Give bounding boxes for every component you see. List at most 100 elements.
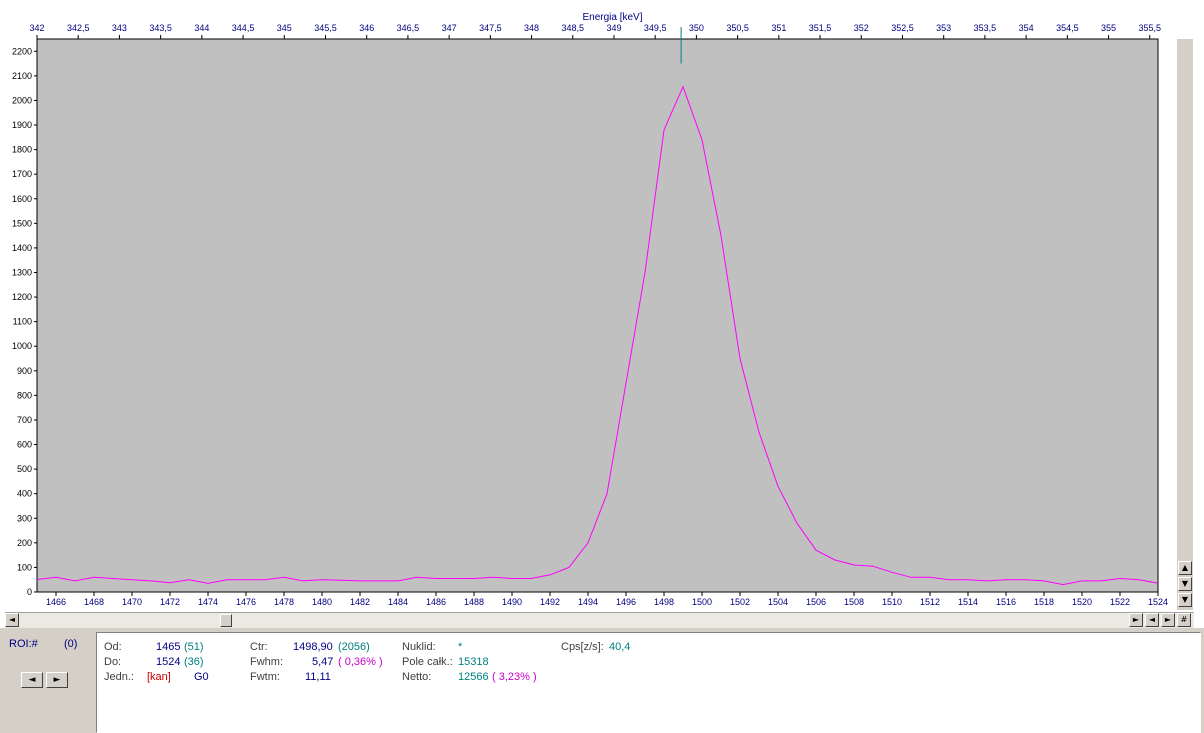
top-tick-label: 355,5 (1138, 23, 1161, 33)
fwtm-value: 11,11 (305, 671, 331, 683)
top-tick-label: 353 (936, 23, 951, 33)
do-value: 1524 (156, 656, 181, 668)
top-tick-label: 342 (29, 23, 44, 33)
y-tick-label: 100 (17, 562, 32, 572)
x-tick-label: 1508 (844, 597, 864, 607)
x-tick-label: 1516 (996, 597, 1016, 607)
y-tick-label: 1200 (12, 292, 32, 302)
y-tick-label: 1500 (12, 218, 32, 228)
nuklid-value: * (458, 641, 463, 653)
y-tick-label: 900 (17, 366, 32, 376)
x-tick-label: 1482 (350, 597, 370, 607)
y-tick-label: 700 (17, 415, 32, 425)
ctr-label: Ctr: (250, 641, 268, 653)
y-tick-label: 1800 (12, 145, 32, 155)
do-paren: (36) (184, 656, 204, 668)
x-tick-label: 1474 (198, 597, 218, 607)
y-tick-label: 1700 (12, 169, 32, 179)
y-tick-label: 800 (17, 390, 32, 400)
netto-paren: ( 3,23% ) (492, 671, 537, 683)
ctr-paren: (2056) (338, 641, 370, 653)
top-tick-label: 347 (442, 23, 457, 33)
top-tick-label: 344 (194, 23, 209, 33)
top-tick-label: 350 (689, 23, 704, 33)
y-tick-label: 1400 (12, 243, 32, 253)
top-tick-label: 350,5 (726, 23, 749, 33)
x-tick-label: 1468 (84, 597, 104, 607)
top-tick-label: 351 (771, 23, 786, 33)
top-tick-label: 343,5 (149, 23, 172, 33)
x-tick-label: 1476 (236, 597, 256, 607)
grid-toggle-button[interactable]: # (1177, 613, 1191, 627)
roi-value: (0) (64, 638, 78, 650)
y-tick-label: 600 (17, 440, 32, 450)
jedn-unit[interactable]: [kan] (147, 671, 171, 683)
scroll-down-page-button[interactable]: ▼ (1178, 593, 1192, 607)
od-paren: (51) (184, 641, 204, 653)
netto-label: Netto: (402, 671, 432, 683)
do-label: Do: (104, 656, 122, 668)
fwhm-value: 5,47 (312, 656, 334, 668)
spectrum-chart[interactable]: 0 100 200 300 400 500 600 700 800 900 1000 1100 1200… (0, 0, 1204, 612)
horizontal-scrollbar[interactable]: ◄ ► ◄ ► # (5, 612, 1194, 628)
top-tick-label: 354,5 (1056, 23, 1079, 33)
x-tick-label: 1494 (578, 597, 598, 607)
stats-panel: Od: 1465 (51) Do: 1524 (36) Jedn.: [kan]… (96, 632, 1201, 733)
top-tick-label: 354 (1019, 23, 1034, 33)
top-tick-label: 352 (854, 23, 869, 33)
netto-value: 12566 (458, 671, 489, 683)
fwhm-label: Fwhm: (250, 656, 283, 668)
x-tick-label: 1488 (464, 597, 484, 607)
scroll-left-small-button[interactable]: ◄ (1145, 613, 1159, 627)
jedn-extra: G0 (194, 671, 209, 683)
vertical-scrollbar[interactable]: ▲ ▼ ▼ (1177, 39, 1193, 610)
x-tick-label: 1510 (882, 597, 902, 607)
y-tick-label: 2000 (12, 95, 32, 105)
plot-area (36, 38, 1159, 593)
x-tick-label: 1472 (160, 597, 180, 607)
y-tick-label: 1300 (12, 267, 32, 277)
pole-value: 15318 (458, 656, 489, 668)
top-tick-label: 346 (359, 23, 374, 33)
x-tick-label: 1502 (730, 597, 750, 607)
spectrum-window: 0 100 200 300 400 500 600 700 800 900 1000 1100 1200… (0, 0, 1204, 628)
ctr-value: 1498,90 (293, 641, 333, 653)
x-tick-label: 1470 (122, 597, 142, 607)
top-tick-label: 355 (1101, 23, 1116, 33)
scroll-left-button[interactable]: ◄ (5, 613, 19, 627)
x-tick-label: 1506 (806, 597, 826, 607)
pole-label: Pole całk.: (402, 656, 453, 668)
roi-next-button[interactable]: ► (46, 672, 68, 688)
x-tick-label: 1512 (920, 597, 940, 607)
cps-value: 40,4 (609, 641, 631, 653)
scroll-down-button[interactable]: ▼ (1178, 577, 1192, 591)
scroll-right-button[interactable]: ► (1129, 613, 1143, 627)
od-value: 1465 (156, 641, 181, 653)
x-tick-label: 1518 (1034, 597, 1054, 607)
x-tick-label: 1478 (274, 597, 294, 607)
x-tick-label: 1524 (1148, 597, 1168, 607)
top-tick-label: 353,5 (974, 23, 997, 33)
y-tick-label: 2100 (12, 71, 32, 81)
nuklid-label: Nuklid: (402, 641, 436, 653)
top-tick-label: 346,5 (397, 23, 420, 33)
scroll-thumb[interactable] (220, 614, 232, 627)
x-tick-label: 1504 (768, 597, 788, 607)
energy-axis-title: Energia [keV] (582, 12, 642, 23)
top-tick-label: 348,5 (562, 23, 585, 33)
y-tick-label: 0 (27, 587, 32, 597)
scroll-up-button[interactable]: ▲ (1178, 561, 1192, 575)
top-tick-label: 351,5 (809, 23, 832, 33)
od-label: Od: (104, 641, 122, 653)
x-tick-label: 1514 (958, 597, 978, 607)
top-tick-label: 345,5 (314, 23, 337, 33)
roi-prev-button[interactable]: ◄ (21, 672, 43, 688)
fwtm-label: Fwtm: (250, 671, 280, 683)
x-tick-label: 1484 (388, 597, 408, 607)
top-tick-label: 345 (277, 23, 292, 33)
x-tick-label: 1466 (46, 597, 66, 607)
x-tick-label: 1480 (312, 597, 332, 607)
top-tick-label: 343 (112, 23, 127, 33)
scroll-right-small-button[interactable]: ► (1161, 613, 1175, 627)
y-tick-label: 300 (17, 513, 32, 523)
